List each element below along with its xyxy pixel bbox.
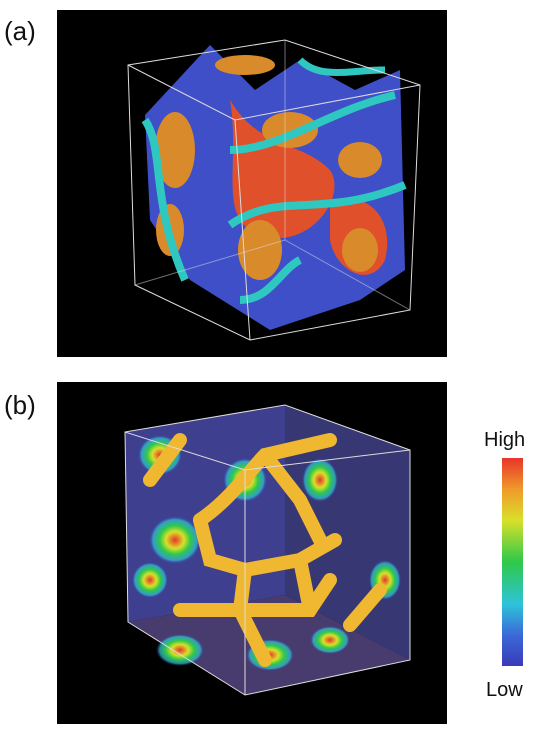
panel-label: (a) xyxy=(4,16,36,46)
panel-label: (b) xyxy=(4,390,36,420)
colorbar xyxy=(502,458,523,666)
colorbar-high-label: High xyxy=(484,429,525,451)
colorbar-low-label: Low xyxy=(486,679,523,701)
cube-b xyxy=(125,405,410,695)
figure: (a) (b) xyxy=(0,0,537,724)
